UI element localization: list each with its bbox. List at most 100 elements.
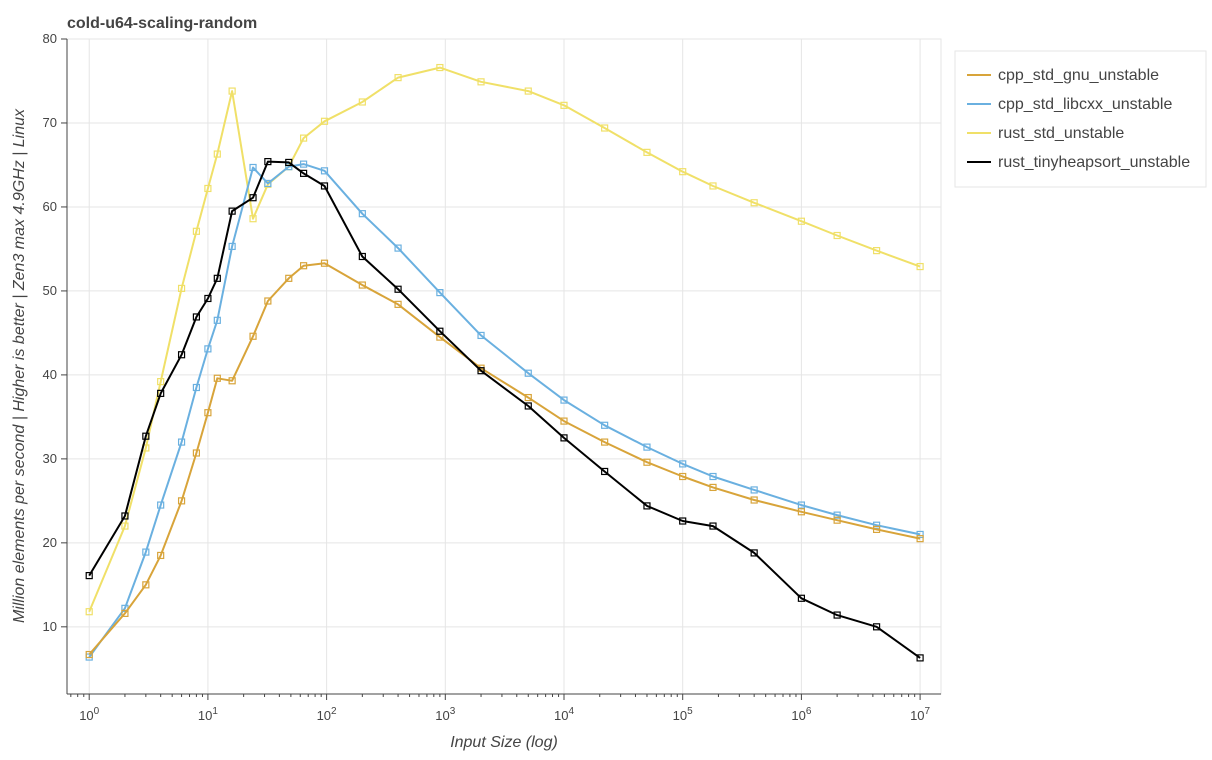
data-point [560,101,568,109]
data-point [601,124,609,132]
legend-item[interactable]: rust_tinyheapsort_unstable [967,154,1190,171]
data-point [679,168,687,176]
series-rust_tinyheapsort_unstable [85,158,924,662]
data-point [213,316,221,324]
data-point [750,486,758,494]
data-point [157,389,165,397]
data-point [264,297,272,305]
data-point [872,247,881,255]
axes: 10 20 30 40 50 60 70 80 100 101 102 103 104 105 106 107 [43,31,941,723]
data-point [157,501,165,509]
data-point [228,87,236,95]
data-point [524,393,532,402]
data-point [285,163,293,171]
plot-area [66,38,942,695]
x-tick-label: 106 [791,706,811,723]
legend-item[interactable]: rust_std_unstable [967,125,1124,142]
data-point [249,194,257,202]
data-point [228,377,236,385]
data-point [177,284,186,293]
grid-lines [67,38,941,694]
data-point [916,262,924,271]
legend-label: cpp_std_libcxx_unstable [998,96,1172,113]
data-point [228,207,236,215]
data-point [358,252,366,261]
y-axis-label: Million elements per second | Higher is … [11,108,28,623]
data-point [142,548,150,556]
data-point [797,594,805,602]
data-point [916,654,924,662]
data-point [643,148,651,156]
data-point [750,199,758,207]
data-point [320,117,329,125]
data-point [177,438,186,446]
data-point [436,63,444,72]
legend-item[interactable]: cpp_std_libcxx_unstable [967,96,1172,113]
plot-border [66,38,942,695]
data-point [177,497,186,505]
data-point [142,581,150,589]
legend: cpp_std_gnu_unstable cpp_std_libcxx_unsta… [954,50,1207,188]
data-point [121,512,129,520]
y-tick-label: 40 [43,367,57,382]
x-tick-label: 101 [198,706,218,723]
data-point [601,421,609,429]
data-point [601,438,609,446]
data-point [264,158,272,166]
data-point [204,294,212,303]
data-point [299,262,308,270]
data-point [299,134,308,142]
data-point [213,274,221,282]
data-point [204,409,212,417]
x-tick-label: 102 [317,706,337,723]
data-point [394,244,402,252]
legend-box [954,50,1207,188]
data-point [394,74,402,82]
y-tick-label: 80 [43,31,57,46]
data-point [249,332,257,340]
data-point [679,460,687,468]
data-point [797,501,805,509]
data-point [204,345,212,353]
y-tick-label: 70 [43,115,57,130]
data-point [797,217,805,225]
data-point [121,609,129,617]
data-point [213,150,221,158]
data-point [709,182,717,190]
data-point [320,259,329,267]
x-tick-label: 100 [79,706,99,723]
data-point [643,458,651,466]
series-line [88,262,921,656]
data-point [285,274,293,282]
y-tick-label: 50 [43,283,57,298]
data-point [833,511,841,519]
data-point [524,87,532,95]
data-point [872,525,881,534]
y-tick-label: 60 [43,199,57,214]
data-point [833,516,841,524]
data-point [872,521,881,529]
data-point [872,623,881,631]
data-point [524,402,532,410]
data-point [228,242,236,251]
data-point [916,530,924,539]
data-point [85,650,93,659]
x-tick-label: 104 [554,706,574,723]
x-tick-label: 105 [673,706,693,723]
data-point [299,169,308,177]
data-point [213,374,221,382]
x-tick-label: 107 [910,706,930,723]
data-point [750,549,758,557]
data-point [560,434,568,442]
series-cpp_std_libcxx_unstable [85,160,924,661]
data-point [833,611,841,619]
data-point [142,432,150,440]
data-point [833,231,841,240]
data-point [477,367,485,375]
data-point [299,160,308,168]
data-point [709,472,717,481]
data-point [750,496,758,504]
legend-item[interactable]: cpp_std_gnu_unstable [967,67,1159,84]
data-point [157,378,165,386]
